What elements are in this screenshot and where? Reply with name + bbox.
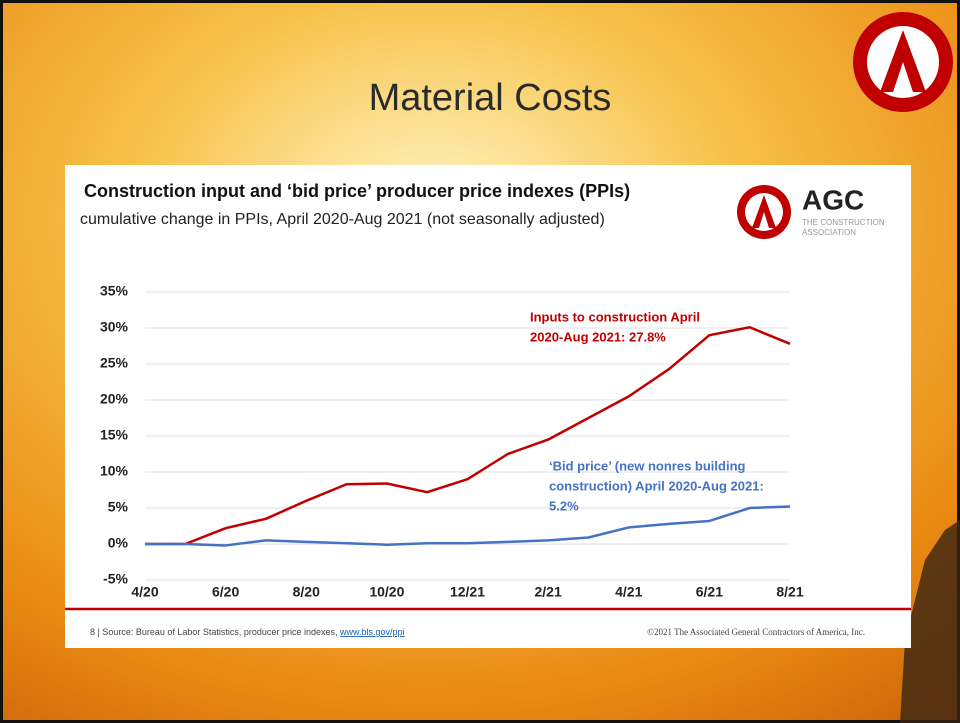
y-tick-label: 20% xyxy=(100,391,129,407)
slide-title: Material Costs xyxy=(369,77,612,119)
y-tick-label: 0% xyxy=(108,535,129,551)
footer-text: 8 | Source: Bureau of Labor Statistics, … xyxy=(90,627,337,637)
footer-source: 8 | Source: Bureau of Labor Statistics, … xyxy=(90,627,405,637)
series-line xyxy=(145,505,791,547)
copyright: ©2021 The Associated General Contractors… xyxy=(647,627,865,637)
annotation: ‘Bid price’ (new nonres building xyxy=(549,458,746,473)
y-tick-label: 15% xyxy=(100,427,129,443)
agc-logo: AGC THE CONSTRUCTION ASSOCIATION xyxy=(737,184,885,239)
chart-title: Construction input and ‘bid price’ produ… xyxy=(84,181,630,201)
x-tick-label: 8/21 xyxy=(776,584,803,600)
x-tick-label: 2/21 xyxy=(535,584,562,600)
x-tick-label: 6/21 xyxy=(696,584,723,600)
y-tick-label: 25% xyxy=(100,355,129,371)
x-tick-label: 12/21 xyxy=(450,584,485,600)
x-tick-label: 6/20 xyxy=(212,584,239,600)
series-line xyxy=(145,326,791,546)
plot: -5% 0% 5% 10% 15% 20% 25% 30% 35% 4/20 6/20 8/20 10/… xyxy=(100,283,804,600)
y-tick-label: 30% xyxy=(100,319,129,335)
y-tick-label: 35% xyxy=(100,283,129,299)
brand-tagline: ASSOCIATION xyxy=(802,228,856,237)
x-tick-label: 8/20 xyxy=(293,584,320,600)
silhouette xyxy=(900,520,960,723)
annotation: construction) April 2020-Aug 2021: xyxy=(549,478,764,493)
brand-tagline: THE CONSTRUCTION xyxy=(802,218,885,227)
annotation: 5.2% xyxy=(549,498,579,513)
brand: AGC xyxy=(802,184,864,215)
annotation: 2020-Aug 2021: 27.8% xyxy=(530,329,666,344)
x-tick-label: 10/20 xyxy=(369,584,404,600)
corner-logo xyxy=(853,12,953,112)
footer-link[interactable]: www.bls.gov/ppi xyxy=(339,627,405,637)
annotation: Inputs to construction April xyxy=(530,309,700,324)
y-tick-label: 5% xyxy=(108,499,129,515)
x-tick-label: 4/20 xyxy=(131,584,158,600)
x-tick-label: 4/21 xyxy=(615,584,642,600)
chart-subtitle: cumulative change in PPIs, April 2020-Au… xyxy=(80,211,605,228)
y-tick-label: -5% xyxy=(103,571,128,587)
chart-panel xyxy=(65,165,911,648)
y-tick-label: 10% xyxy=(100,463,129,479)
